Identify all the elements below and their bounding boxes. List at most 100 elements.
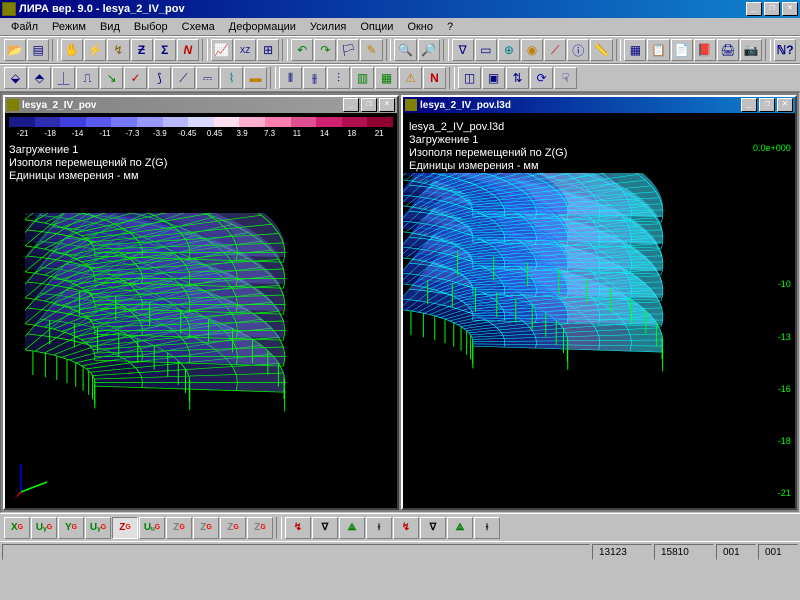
tool-pin-icon[interactable]: ⎍ bbox=[76, 67, 99, 89]
menu-select[interactable]: Выбор bbox=[127, 19, 175, 35]
menu-help[interactable]: ? bbox=[440, 19, 460, 35]
tool-panel-icon[interactable]: ▥ bbox=[351, 67, 374, 89]
maximize-button[interactable]: ❐ bbox=[764, 2, 780, 16]
tool-align1-icon[interactable]: ⫴ bbox=[279, 67, 302, 89]
menu-file[interactable]: Файл bbox=[4, 19, 45, 35]
tool-brush-icon[interactable]: ⌇ bbox=[220, 67, 243, 89]
tool-layers-icon[interactable]: ▤ bbox=[27, 39, 49, 61]
axis-button-3[interactable]: UᵧG bbox=[85, 517, 111, 539]
tool-wave-icon[interactable]: ⎓ bbox=[196, 67, 219, 89]
tool-ruler-icon[interactable]: ▬ bbox=[244, 67, 267, 89]
axis-button-4[interactable]: ZG bbox=[112, 517, 138, 539]
right-heading: lesya_2_IV_pov.l3d bbox=[409, 121, 567, 134]
menu-options[interactable]: Опции bbox=[353, 19, 400, 35]
tool-z-icon[interactable]: Ƶ bbox=[131, 39, 153, 61]
right-close-button[interactable]: × bbox=[777, 98, 793, 112]
tool-book-icon[interactable]: 📕 bbox=[694, 39, 716, 61]
tool-n-icon[interactable]: N bbox=[177, 39, 199, 61]
menu-window[interactable]: Окно bbox=[400, 19, 440, 35]
tool-support-icon[interactable]: ⏊ bbox=[52, 67, 75, 89]
axis-button-9[interactable]: ZG bbox=[247, 517, 273, 539]
axis-button-6[interactable]: ZG bbox=[166, 517, 192, 539]
axis-button-8[interactable]: ZG bbox=[220, 517, 246, 539]
tool-undo-icon[interactable]: ↶ bbox=[291, 39, 313, 61]
right-min-button[interactable]: _ bbox=[741, 98, 757, 112]
right-max-button[interactable]: ❐ bbox=[759, 98, 775, 112]
tool-redo-icon[interactable]: ↷ bbox=[314, 39, 336, 61]
left-viewport[interactable]: -21-18-14-11-7.3-3.9-0.450.453.97.311141… bbox=[5, 113, 397, 508]
tool-zoom-out-icon[interactable]: 🔎 bbox=[418, 39, 440, 61]
tool-sq2-icon[interactable]: ▣ bbox=[482, 67, 505, 89]
right-titlebar[interactable]: lesya_2_IV_pov.l3d _ ❐ × bbox=[403, 97, 795, 113]
btool-7[interactable]: ⟁ bbox=[447, 517, 473, 539]
btool-5[interactable]: ↯ bbox=[393, 517, 419, 539]
tool-align2-icon[interactable]: ⫵ bbox=[303, 67, 326, 89]
tool-arc-icon[interactable]: ⟆ bbox=[148, 67, 171, 89]
menu-scheme[interactable]: Схема bbox=[175, 19, 222, 35]
right-viewport[interactable]: lesya_2_IV_pov.l3d Загружение 1 Изополя … bbox=[403, 113, 795, 508]
tool-filter-icon[interactable]: ∇ bbox=[452, 39, 474, 61]
tool-sq1-icon[interactable]: ◫ bbox=[458, 67, 481, 89]
tool-open-icon[interactable]: 📂 bbox=[4, 39, 26, 61]
tool-align3-icon[interactable]: ⫶ bbox=[327, 67, 350, 89]
tool-grid2-icon[interactable]: ▦ bbox=[375, 67, 398, 89]
tool-hand2-icon[interactable]: ☟ bbox=[554, 67, 577, 89]
minimize-button[interactable]: _ bbox=[746, 2, 762, 16]
menu-mode[interactable]: Режим bbox=[45, 19, 93, 35]
btool-1[interactable]: ↯ bbox=[285, 517, 311, 539]
menu-deformation[interactable]: Деформации bbox=[222, 19, 303, 35]
tool-print-icon[interactable]: 🖨 bbox=[717, 39, 739, 61]
tool-warn-icon[interactable]: ⚠ bbox=[399, 67, 422, 89]
menu-forces[interactable]: Усилия bbox=[303, 19, 353, 35]
tool-globe-icon[interactable]: ⊕ bbox=[498, 39, 520, 61]
tool-check-icon[interactable]: ✓ bbox=[124, 67, 147, 89]
tool-flag-icon[interactable]: 🏳 bbox=[337, 39, 359, 61]
tool-sort-icon[interactable]: ⇅ bbox=[506, 67, 529, 89]
status-a: 13123 bbox=[592, 544, 652, 560]
left-min-button[interactable]: _ bbox=[343, 98, 359, 112]
tool-proj1-icon[interactable]: ⬙ bbox=[4, 67, 27, 89]
tool-select-icon[interactable]: ▭ bbox=[475, 39, 497, 61]
tool-link-icon[interactable]: ⟋ bbox=[544, 39, 566, 61]
tool-sigma-icon[interactable]: ↯ bbox=[107, 39, 129, 61]
left-titlebar[interactable]: lesya_2_IV_pov _ ❐ × bbox=[5, 97, 397, 113]
axis-button-0[interactable]: XG bbox=[4, 517, 30, 539]
tool-info-icon[interactable]: ⓘ bbox=[567, 39, 589, 61]
tool-hand-icon[interactable]: ✋ bbox=[61, 39, 83, 61]
btool-2[interactable]: ∇ bbox=[312, 517, 338, 539]
tool-chart-icon[interactable]: 📈 bbox=[211, 39, 233, 61]
menu-view[interactable]: Вид bbox=[93, 19, 127, 35]
tool-report-icon[interactable]: 📋 bbox=[647, 39, 669, 61]
tool-proj2-icon[interactable]: ⬘ bbox=[28, 67, 51, 89]
tool-table-icon[interactable]: ▦ bbox=[624, 39, 646, 61]
tool-zoom-in-icon[interactable]: 🔍 bbox=[394, 39, 416, 61]
tool-grid-icon[interactable]: ⊞ bbox=[257, 39, 279, 61]
tool-xz-icon[interactable]: XZ bbox=[234, 39, 256, 61]
axis-button-5[interactable]: UᵤG bbox=[139, 517, 165, 539]
axis-button-2[interactable]: YG bbox=[58, 517, 84, 539]
btool-3[interactable]: ⟁ bbox=[339, 517, 365, 539]
axis-button-1[interactable]: UᵧG bbox=[31, 517, 57, 539]
right-window-icon bbox=[405, 99, 417, 111]
left-close-button[interactable]: × bbox=[379, 98, 395, 112]
tool-measure-icon[interactable]: 📏 bbox=[590, 39, 612, 61]
tool-sum-icon[interactable]: Σ bbox=[154, 39, 176, 61]
tool-node-icon[interactable]: ◉ bbox=[521, 39, 543, 61]
tool-bolt-icon[interactable]: ⚡ bbox=[84, 39, 106, 61]
tool-node2-icon[interactable]: N bbox=[423, 67, 446, 89]
axis-button-7[interactable]: ZG bbox=[193, 517, 219, 539]
btool-4[interactable]: ⟊ bbox=[366, 517, 392, 539]
svg-text:X: X bbox=[13, 492, 19, 500]
tool-rot-icon[interactable]: ⟳ bbox=[530, 67, 553, 89]
tool-doc-icon[interactable]: 📄 bbox=[671, 39, 693, 61]
tool-line-icon[interactable]: ⟋ bbox=[172, 67, 195, 89]
left-max-button[interactable]: ❐ bbox=[361, 98, 377, 112]
tool-help-icon[interactable]: ℕ? bbox=[774, 39, 796, 61]
btool-8[interactable]: ⟊ bbox=[474, 517, 500, 539]
child-window-left: lesya_2_IV_pov _ ❐ × -21-18-14-11-7.3-3.… bbox=[3, 95, 399, 510]
tool-pencil-icon[interactable]: ✎ bbox=[360, 39, 382, 61]
tool-camera-icon[interactable]: 📷 bbox=[740, 39, 762, 61]
tool-arrow-icon[interactable]: ↘ bbox=[100, 67, 123, 89]
btool-6[interactable]: ∇ bbox=[420, 517, 446, 539]
close-button[interactable]: × bbox=[782, 2, 798, 16]
